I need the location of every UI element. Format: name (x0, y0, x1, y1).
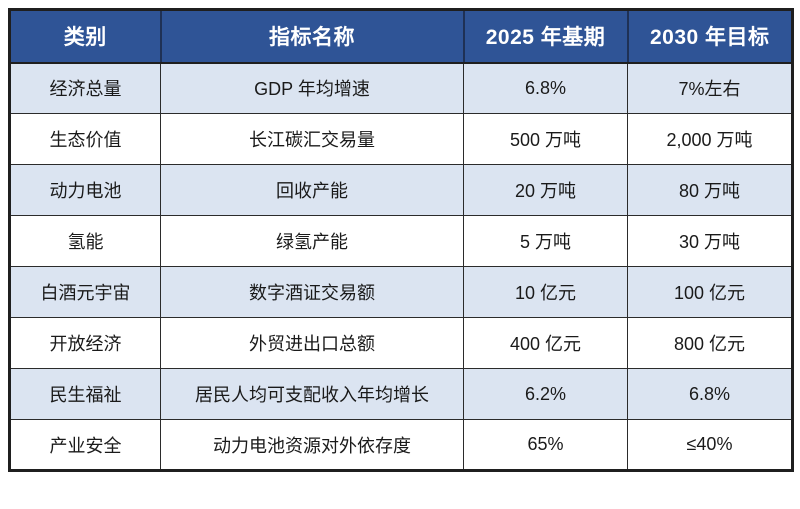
header-indicator: 指标名称 (159, 9, 464, 64)
cell-category: 产业安全 (9, 419, 161, 471)
cell-target-2030: ≤40% (627, 419, 793, 471)
table-row: 产业安全 动力电池资源对外依存度 65% ≤40% (9, 419, 793, 471)
cell-category: 经济总量 (9, 62, 161, 114)
cell-indicator: 绿氢产能 (160, 215, 464, 267)
cell-category: 白酒元宇宙 (9, 266, 161, 318)
header-target-2030: 2030 年目标 (626, 9, 793, 64)
cell-category: 动力电池 (9, 164, 161, 216)
cell-target-2030: 7%左右 (627, 62, 793, 114)
cell-indicator: 外贸进出口总额 (160, 317, 464, 369)
cell-base-2025: 20 万吨 (463, 164, 628, 216)
table-row: 氢能 绿氢产能 5 万吨 30 万吨 (9, 215, 793, 267)
cell-category: 生态价值 (9, 113, 161, 165)
table-row: 经济总量 GDP 年均增速 6.8% 7%左右 (9, 62, 793, 114)
table-row: 开放经济 外贸进出口总额 400 亿元 800 亿元 (9, 317, 793, 369)
cell-indicator: 居民人均可支配收入年均增长 (160, 368, 464, 420)
cell-base-2025: 10 亿元 (463, 266, 628, 318)
cell-base-2025: 6.8% (463, 62, 628, 114)
cell-target-2030: 2,000 万吨 (627, 113, 793, 165)
table-row: 生态价值 长江碳汇交易量 500 万吨 2,000 万吨 (9, 113, 793, 165)
cell-category: 开放经济 (9, 317, 161, 369)
cell-indicator: GDP 年均增速 (160, 62, 464, 114)
indicator-table: 类别 指标名称 2025 年基期 2030 年目标 经济总量 GDP 年均增速 … (8, 8, 794, 472)
cell-indicator: 动力电池资源对外依存度 (160, 419, 464, 471)
cell-target-2030: 100 亿元 (627, 266, 793, 318)
cell-base-2025: 400 亿元 (463, 317, 628, 369)
table-row: 动力电池 回收产能 20 万吨 80 万吨 (9, 164, 793, 216)
cell-target-2030: 30 万吨 (627, 215, 793, 267)
cell-category: 民生福祉 (9, 368, 161, 420)
header-base-2025: 2025 年基期 (462, 9, 628, 64)
cell-base-2025: 500 万吨 (463, 113, 628, 165)
header-row: 类别 指标名称 2025 年基期 2030 年目标 (9, 9, 793, 64)
cell-indicator: 数字酒证交易额 (160, 266, 464, 318)
cell-category: 氢能 (9, 215, 161, 267)
cell-base-2025: 65% (463, 419, 628, 471)
table-row: 民生福祉 居民人均可支配收入年均增长 6.2% 6.8% (9, 368, 793, 420)
cell-target-2030: 6.8% (627, 368, 793, 420)
table-row: 白酒元宇宙 数字酒证交易额 10 亿元 100 亿元 (9, 266, 793, 318)
header-category: 类别 (9, 9, 161, 64)
cell-base-2025: 5 万吨 (463, 215, 628, 267)
cell-target-2030: 80 万吨 (627, 164, 793, 216)
cell-indicator: 回收产能 (160, 164, 464, 216)
cell-indicator: 长江碳汇交易量 (160, 113, 464, 165)
cell-base-2025: 6.2% (463, 368, 628, 420)
cell-target-2030: 800 亿元 (627, 317, 793, 369)
